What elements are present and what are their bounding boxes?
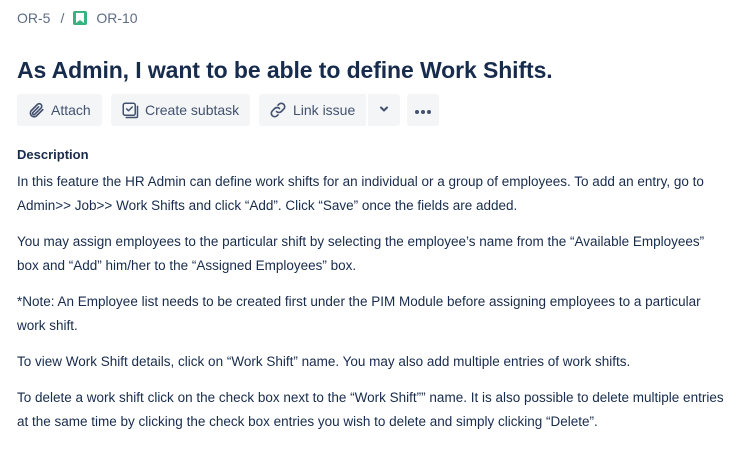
attach-button[interactable]: Attach <box>17 94 102 126</box>
more-horizontal-icon <box>414 102 432 118</box>
breadcrumb: OR-5 / OR-10 <box>17 9 138 27</box>
breadcrumb-current-link[interactable]: OR-10 <box>96 10 138 26</box>
subtask-icon <box>121 101 139 119</box>
create-subtask-button[interactable]: Create subtask <box>111 94 250 126</box>
link-issue-dropdown-button[interactable] <box>368 94 400 126</box>
attach-label: Attach <box>51 102 91 118</box>
description-paragraph: *Note: An Employee list needs to be crea… <box>17 294 701 333</box>
description-heading: Description <box>17 147 89 162</box>
link-icon <box>269 101 287 119</box>
create-subtask-label: Create subtask <box>145 102 240 118</box>
issue-toolbar: Attach Create subtask Link issue <box>17 94 439 126</box>
description-paragraph: In this feature the HR Admin can define … <box>17 174 704 213</box>
description-paragraph: To delete a work shift click on the chec… <box>17 390 724 429</box>
description-paragraph: You may assign employees to the particul… <box>17 234 705 273</box>
breadcrumb-parent-link[interactable]: OR-5 <box>17 10 51 26</box>
issue-title[interactable]: As Admin, I want to be able to define Wo… <box>17 57 553 83</box>
description-body[interactable]: In this feature the HR Admin can define … <box>17 170 729 446</box>
chevron-down-icon <box>378 102 390 118</box>
paperclip-icon <box>27 101 45 119</box>
link-issue-label: Link issue <box>293 102 356 118</box>
description-paragraph: To view Work Shift details, click on “Wo… <box>17 354 631 369</box>
more-actions-button[interactable] <box>407 94 439 126</box>
link-issue-button[interactable]: Link issue <box>259 94 366 126</box>
story-bookmark-icon <box>73 11 88 25</box>
breadcrumb-separator: / <box>60 10 65 26</box>
